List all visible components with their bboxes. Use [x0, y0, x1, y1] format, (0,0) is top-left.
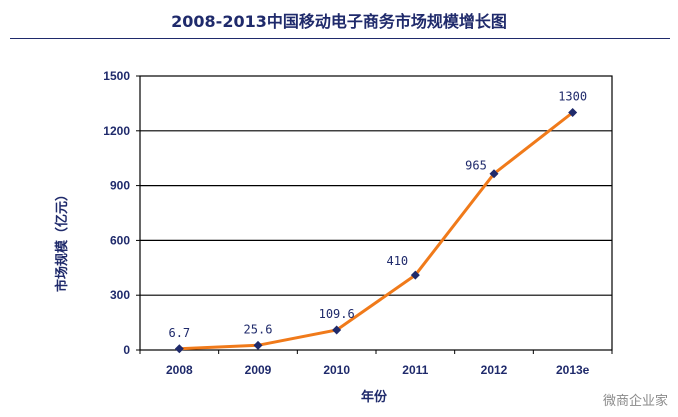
y-tick-label: 1500 — [103, 69, 130, 83]
grid-lines — [139, 75, 613, 351]
y-tick-label: 0 — [123, 343, 130, 357]
data-point — [489, 169, 499, 179]
series-line — [179, 111, 574, 351]
y-axis-title: 市场规模（亿元） — [54, 188, 70, 292]
x-tick-label: 2013e — [556, 363, 590, 377]
data-label: 965 — [465, 159, 487, 173]
x-tick-label: 2008 — [166, 363, 193, 377]
data-point — [253, 340, 263, 350]
x-tick-label: 2011 — [402, 363, 428, 377]
x-tick-label: 2009 — [245, 363, 272, 377]
data-point — [410, 270, 420, 280]
y-axis-ticks: 0 300 600 900 1200 1500 — [103, 69, 140, 357]
y-tick-label: 600 — [110, 233, 130, 247]
title-area: 2008-2013中国移动电子商务市场规模增长图 — [0, 0, 678, 40]
chart-title: 2008-2013中国移动电子商务市场规模增长图 — [171, 12, 507, 31]
y-tick-label: 1200 — [103, 124, 130, 138]
x-axis-ticks: 2008 2009 2010 2011 2012 2013e — [139, 350, 613, 377]
data-point — [568, 108, 578, 118]
data-markers — [174, 108, 578, 354]
data-label: 109.6 — [319, 307, 355, 321]
x-tick-label: 2010 — [323, 363, 350, 377]
x-axis-title: 年份 — [361, 389, 388, 405]
x-tick-label: 2012 — [481, 363, 508, 377]
data-label: 410 — [386, 254, 408, 268]
watermark: 微商企业家 — [602, 394, 668, 409]
data-label: 6.7 — [168, 326, 190, 340]
data-label: 25.6 — [244, 322, 273, 336]
y-tick-label: 300 — [110, 288, 130, 302]
title-divider — [10, 38, 670, 39]
data-labels: 6.7 25.6 109.6 410 965 1300 — [168, 90, 587, 340]
data-label: 1300 — [558, 90, 587, 104]
data-point — [174, 344, 184, 354]
y-tick-label: 900 — [110, 179, 130, 193]
data-point — [332, 325, 342, 335]
plot-frame — [139, 75, 613, 351]
